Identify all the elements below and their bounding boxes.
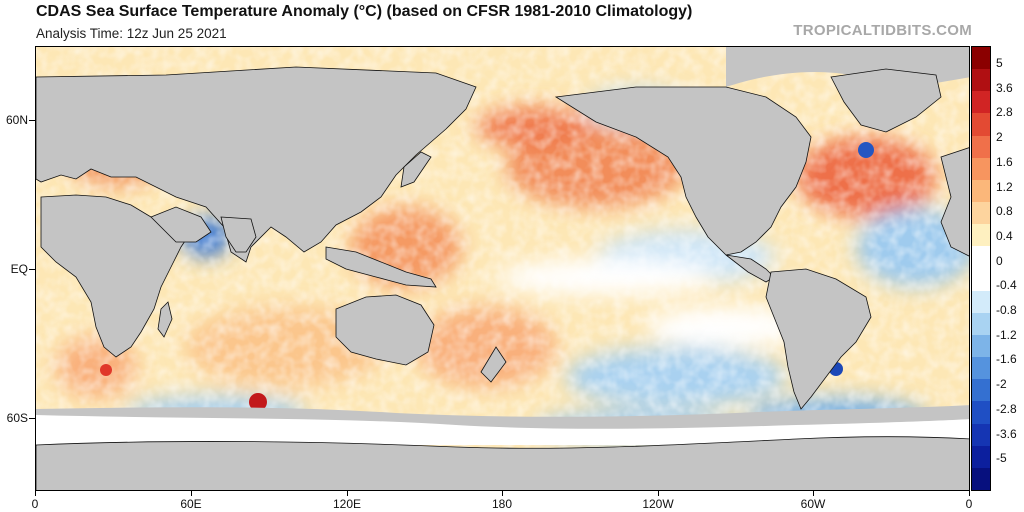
colorbar-segment (972, 69, 990, 92)
europe-wrap (940, 147, 969, 257)
colorbar-label: 1.2 (996, 179, 1013, 194)
maritime-continent (325, 246, 437, 288)
colorbar-segment (972, 47, 990, 70)
australia (335, 294, 435, 366)
lon-tick (191, 491, 192, 496)
india (220, 216, 257, 253)
lat-tick (29, 269, 35, 270)
colorbar-label: 2.8 (996, 105, 1013, 120)
eurasia (36, 66, 477, 263)
colorbar-label: 1.6 (996, 154, 1013, 169)
colorbar-segment (972, 135, 990, 159)
lon-label-120w: 120W (642, 497, 674, 511)
colorbar-segment (972, 224, 990, 247)
colorbar-segment (972, 268, 990, 292)
lon-label-60e: 60E (180, 497, 202, 511)
colorbar-label: 0.8 (996, 204, 1013, 219)
colorbar-segment (972, 467, 990, 490)
colorbar-label: 5 (996, 56, 1003, 70)
colorbar-label: 2 (996, 130, 1003, 145)
colorbar-label: -2.8 (996, 401, 1017, 416)
lon-tick (35, 491, 36, 496)
colorbar-segment (972, 445, 990, 469)
south-america (765, 268, 872, 410)
colorbar-segment (972, 334, 990, 358)
colorbar-segment (972, 312, 990, 336)
colorbar-segment (972, 401, 990, 425)
sea-ice (36, 47, 969, 445)
lon-tick (969, 491, 970, 496)
colorbar-label: -0.4 (996, 278, 1017, 293)
land (36, 66, 969, 490)
colorbar-label: 0.4 (996, 228, 1013, 243)
colorbar-segment (972, 423, 990, 447)
colorbar-label: -0.8 (996, 303, 1017, 317)
credit-watermark: TROPICALTIDBITS.COM (793, 22, 972, 39)
sst-anomaly-map (35, 46, 970, 491)
new-zealand (480, 346, 507, 383)
colorbar-label: -1.2 (996, 327, 1017, 342)
map-svg (36, 47, 969, 490)
lat-label-60s: 60S (6, 411, 28, 425)
colorbar-segment (972, 357, 990, 380)
colorbar (971, 46, 991, 491)
lon-tick (502, 491, 503, 496)
lat-tick (29, 418, 35, 419)
lon-label-120e: 120E (332, 497, 362, 511)
lon-label-0: 0 (31, 497, 39, 511)
colorbar-segment (972, 202, 990, 225)
greenland (830, 68, 942, 133)
lon-tick (813, 491, 814, 496)
africa (40, 194, 192, 358)
japan (400, 151, 432, 188)
lon-tick (658, 491, 659, 496)
lat-tick (29, 120, 35, 121)
lon-label-180: 180 (491, 497, 513, 511)
colorbar-segment (972, 379, 990, 402)
madagascar (157, 301, 173, 338)
colorbar-segment (972, 290, 990, 314)
lon-tick (347, 491, 348, 496)
colorbar-label: -5 (996, 451, 1007, 466)
colorbar-segment (972, 113, 990, 137)
colorbar-segment (972, 179, 990, 203)
colorbar-segment (972, 91, 990, 114)
colorbar-segment (972, 157, 990, 181)
colorbar-label: 3.6 (996, 80, 1013, 95)
colorbar-label: -1.6 (996, 352, 1017, 367)
colorbar-label: -2 (996, 377, 1007, 392)
colorbar-segment (972, 246, 990, 269)
arabia (150, 206, 212, 243)
colorbar-label: 0 (996, 253, 1003, 268)
lon-label-0-right: 0 (965, 497, 973, 511)
colorbar-label: -3.6 (996, 426, 1017, 441)
analysis-time: Analysis Time: 12z Jun 25 2021 (36, 26, 227, 41)
lon-label-60w: 60W (800, 497, 826, 511)
north-america (554, 86, 812, 256)
map-title: CDAS Sea Surface Temperature Anomaly (°C… (36, 3, 693, 20)
lat-label-60n: 60N (5, 113, 28, 127)
lat-label-eq: EQ (10, 262, 28, 276)
antarctica (36, 436, 969, 490)
